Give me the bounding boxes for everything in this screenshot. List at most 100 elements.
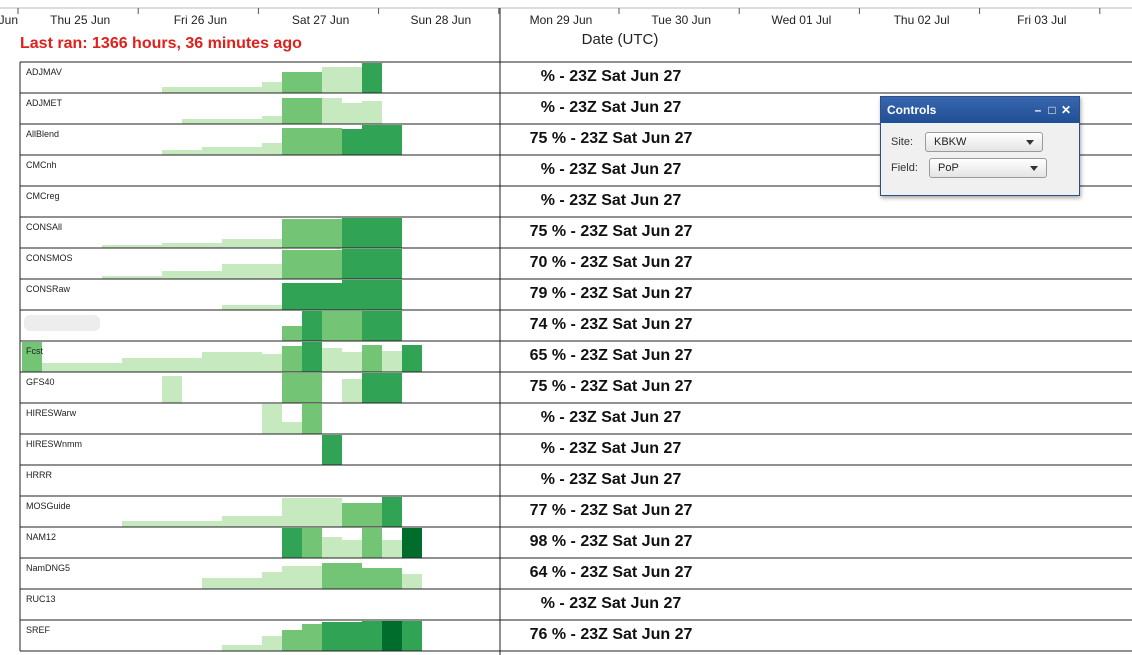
row-value-label: 77 % - 23Z Sat Jun 27 (530, 502, 693, 519)
controls-title: Controls (887, 103, 937, 117)
heatmap-cell (42, 363, 122, 372)
field-select[interactable]: PoP (929, 158, 1047, 178)
table-row: HIRESWarw % - 23Z Sat Jun 27 (19, 402, 1132, 434)
row-value-label: 75 % - 23Z Sat Jun 27 (530, 223, 693, 240)
heatmap-cell (102, 245, 162, 248)
heatmap-cell (282, 250, 342, 279)
heatmap-cell (362, 528, 382, 558)
heatmap-cell (342, 503, 382, 527)
table-row: 74 % - 23Z Sat Jun 27 (19, 309, 1132, 341)
site-select[interactable]: KBKW (925, 132, 1043, 152)
heatmap-cell (282, 498, 342, 527)
heatmap-cell (322, 67, 362, 93)
time-axis: 4 Jun Thu 25 Jun Fri 26 Jun Sat 27 Jun Sun 2… (0, 7, 1132, 27)
heatmap-cell (262, 404, 282, 434)
heatmap-cell (402, 574, 422, 589)
model-rows: ADJMAV % - 23Z Sat Jun 27 ADJMET % - 23Z Sa… (19, 61, 1132, 652)
heatmap-cell (342, 540, 362, 558)
heatmap-cell (262, 636, 282, 651)
heatmap-cell (182, 119, 262, 124)
row-label: CMCreg (26, 191, 60, 201)
heatmap-cell (342, 379, 362, 403)
heatmap-cell (322, 622, 362, 651)
field-label: Field: (891, 162, 918, 174)
heatmap-cell (342, 218, 402, 248)
heatmap-cell (322, 563, 362, 589)
row-value-label: 76 % - 23Z Sat Jun 27 (530, 626, 693, 643)
row-label: HIRESWnmm (26, 439, 82, 449)
heatmap-cell (342, 280, 402, 310)
row-label: Fcst (26, 346, 43, 356)
heatmap-cell (342, 129, 362, 155)
row-label: HIRESWarw (26, 408, 77, 418)
controls-header[interactable]: Controls – □ ✕ (881, 97, 1079, 123)
heatmap-cell (362, 345, 382, 372)
heatmap-cell (282, 72, 322, 93)
heatmap-cell (282, 326, 302, 341)
chevron-down-icon (1030, 165, 1038, 171)
heatmap-cell (282, 283, 342, 310)
heatmap-cell (222, 239, 282, 248)
maximize-icon[interactable]: □ (1048, 103, 1056, 117)
site-select-value: KBKW (934, 136, 967, 148)
row-value-label: % - 23Z Sat Jun 27 (541, 440, 682, 457)
heatmap-cell (362, 373, 402, 403)
last-ran-status: Last ran: 1366 hours, 36 minutes ago (20, 35, 302, 52)
row-value-label: 75 % - 23Z Sat Jun 27 (530, 378, 693, 395)
heatmap-cell (262, 572, 282, 589)
heatmap-cell (222, 645, 262, 651)
row-label: NAM12 (26, 532, 56, 542)
site-row: Site: KBKW (891, 129, 1079, 155)
row-label: ADJMET (26, 98, 63, 108)
row-label: ADJMAV (26, 67, 62, 77)
controls-panel[interactable]: Controls – □ ✕ Site: KBKW Field: PoP (880, 96, 1080, 196)
heatmap-cell (342, 103, 362, 124)
row-value-label: % - 23Z Sat Jun 27 (541, 595, 682, 612)
heatmap-cell (342, 249, 402, 279)
heatmap-cell (362, 621, 382, 651)
heatmap-cell (262, 116, 282, 124)
heatmap-cell (202, 578, 262, 589)
heatmap-cell (302, 528, 322, 558)
blurred-label (24, 315, 100, 331)
row-value-label: 70 % - 23Z Sat Jun 27 (530, 254, 693, 271)
row-label: NamDNG5 (26, 563, 70, 573)
row-value-label: 64 % - 23Z Sat Jun 27 (530, 564, 693, 581)
table-row: NamDNG5 64 % - 23Z Sat Jun 27 (19, 557, 1132, 589)
heatmap-cell (162, 376, 182, 403)
heatmap-cell (282, 630, 302, 651)
heatmap-cell (362, 568, 402, 589)
row-label: HRRR (26, 470, 52, 480)
row-value-label: 74 % - 23Z Sat Jun 27 (530, 316, 693, 333)
heatmap-cell (362, 63, 382, 93)
table-row: RUC13 % - 23Z Sat Jun 27 (19, 588, 1132, 620)
x-tick-label: Thu 25 Jun (50, 13, 110, 27)
table-row: Fcst 65 % - 23Z Sat Jun 27 (19, 340, 1132, 372)
row-label: RUC13 (26, 594, 56, 604)
minimize-icon[interactable]: – (1034, 103, 1042, 117)
row-value-label: % - 23Z Sat Jun 27 (541, 409, 682, 426)
heatmap-cell (382, 540, 402, 558)
heatmap-cell (302, 404, 322, 434)
close-icon[interactable]: ✕ (1060, 103, 1072, 117)
row-label: AllBlend (26, 129, 59, 139)
heatmap-cell (282, 128, 342, 155)
heatmap-cell (162, 87, 262, 93)
heatmap-cell (322, 311, 362, 341)
heatmap-cell (362, 311, 402, 341)
x-tick-label: Wed 01 Jul (771, 13, 831, 27)
heatmap-cell (382, 621, 402, 651)
heatmap-cell (22, 342, 42, 372)
row-value-label: % - 23Z Sat Jun 27 (541, 192, 682, 209)
heatmap-cell (162, 243, 222, 248)
table-row: HIRESWnmm % - 23Z Sat Jun 27 (19, 433, 1132, 465)
heatmap-cell (202, 147, 262, 155)
table-row: GFS40 75 % - 23Z Sat Jun 27 (19, 371, 1132, 403)
x-tick-label: Tue 30 Jun (651, 13, 711, 27)
table-row: CONSAll 75 % - 23Z Sat Jun 27 (19, 216, 1132, 248)
row-value-label: % - 23Z Sat Jun 27 (541, 99, 682, 116)
heatmap-cell (402, 345, 422, 372)
heatmap-cell (162, 150, 202, 155)
table-row: ADJMET % - 23Z Sat Jun 27 (19, 92, 1132, 124)
